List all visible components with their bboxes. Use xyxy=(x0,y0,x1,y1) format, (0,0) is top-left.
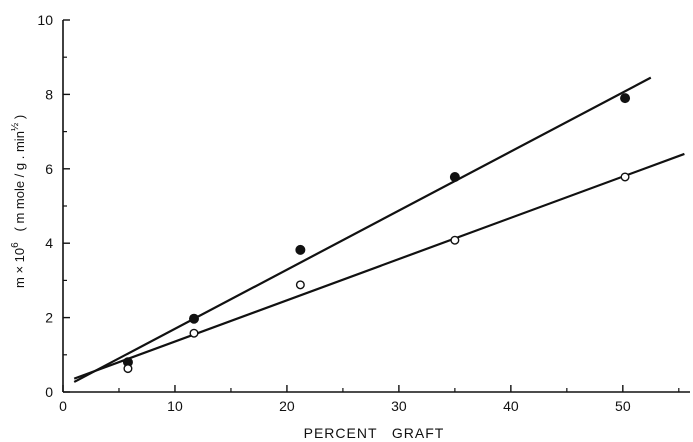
x-tick-label: 30 xyxy=(391,398,407,414)
open-point xyxy=(189,328,199,338)
fit-line-2 xyxy=(73,152,685,380)
y-tick-label: 2 xyxy=(45,310,53,326)
fit-lines xyxy=(73,76,685,383)
y-axis-units-close: ) xyxy=(12,115,27,123)
x-tick-label: 10 xyxy=(167,398,183,414)
filled-point xyxy=(449,171,460,182)
y-tick-label: 4 xyxy=(45,235,53,251)
axes: 0 10 20 30 40 50 0 2 4 6 8 10 xyxy=(37,12,690,414)
y-axis-exponent: 6 xyxy=(10,242,21,248)
y-tick-label: 6 xyxy=(45,161,53,177)
y-axis-symbol: m × 10 xyxy=(12,248,27,288)
y-axis-title: m × 106 ( m mole / g . min½ ) xyxy=(10,104,27,306)
y-axis-units-exponent: ½ xyxy=(10,122,21,131)
fit-line-1 xyxy=(73,76,652,383)
x-tick-label: 50 xyxy=(615,398,631,414)
open-point xyxy=(123,364,133,374)
x-tick-label: 40 xyxy=(503,398,519,414)
open-point xyxy=(620,172,630,182)
y-tick-label: 10 xyxy=(37,12,53,28)
x-axis-title: PERCENT GRAFT xyxy=(304,425,445,441)
y-tick-label: 8 xyxy=(45,86,53,102)
filled-point xyxy=(295,244,306,255)
x-tick-label: 0 xyxy=(59,398,67,414)
filled-point xyxy=(620,93,631,104)
open-point xyxy=(295,280,305,290)
filled-point xyxy=(188,313,199,324)
y-tick-label: 0 xyxy=(45,384,53,400)
data-points xyxy=(122,93,631,374)
open-point xyxy=(450,235,460,245)
x-tick-label: 20 xyxy=(279,398,295,414)
y-axis-units: ( m mole / g . min xyxy=(12,131,27,231)
